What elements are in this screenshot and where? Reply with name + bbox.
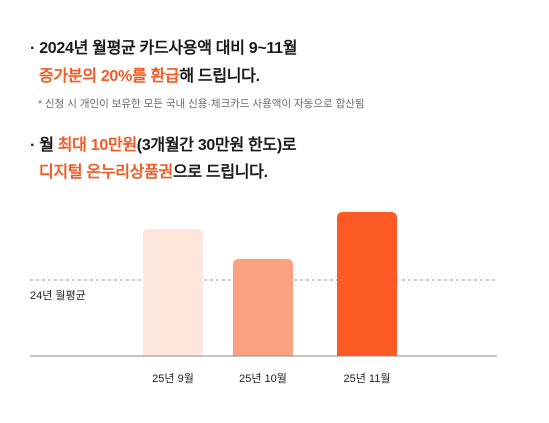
voucher-highlight: 디지털 온누리상품권 [39,164,173,181]
bullet: · [30,137,36,154]
headline-text-3a: 월 [39,137,58,154]
headline-text-1: 2024년 월평균 카드사용액 대비 9~11월 [39,40,298,57]
x-tick-label: 25년 10월 [239,372,287,385]
headline-line-4: 디지털 온누리상품권으로 드립니다. [39,158,268,182]
reference-label: 24년 월평균 [30,289,86,302]
headline-line-1: · 2024년 월평균 카드사용액 대비 9~11월 [30,34,297,58]
bar-3 [337,212,397,356]
bullet: · [30,40,36,57]
headline-line-3: · 월 최대 10만원(3개월간 30만원 한도)로 [30,131,297,155]
max-amount-highlight: 최대 10만원 [57,137,137,154]
bar-1 [143,229,203,356]
footnote: * 신청 시 개인이 보유한 모든 국내 신용·체크카드 사용액이 자동으로 합… [38,98,365,110]
x-tick-label: 25년 11월 [344,372,391,385]
x-tick-label: 25년 9월 [152,372,194,385]
headline-text-4: 으로 드립니다. [172,164,268,181]
headline-text-2: 해 드립니다. [179,68,260,85]
bar-2 [233,259,293,356]
headline-text-3b: (3개월간 30만원 한도)로 [136,137,297,154]
headline-line-2: 증가분의 20%를 환급해 드립니다. [39,62,260,86]
refund-highlight: 증가분의 20%를 환급 [39,68,180,85]
